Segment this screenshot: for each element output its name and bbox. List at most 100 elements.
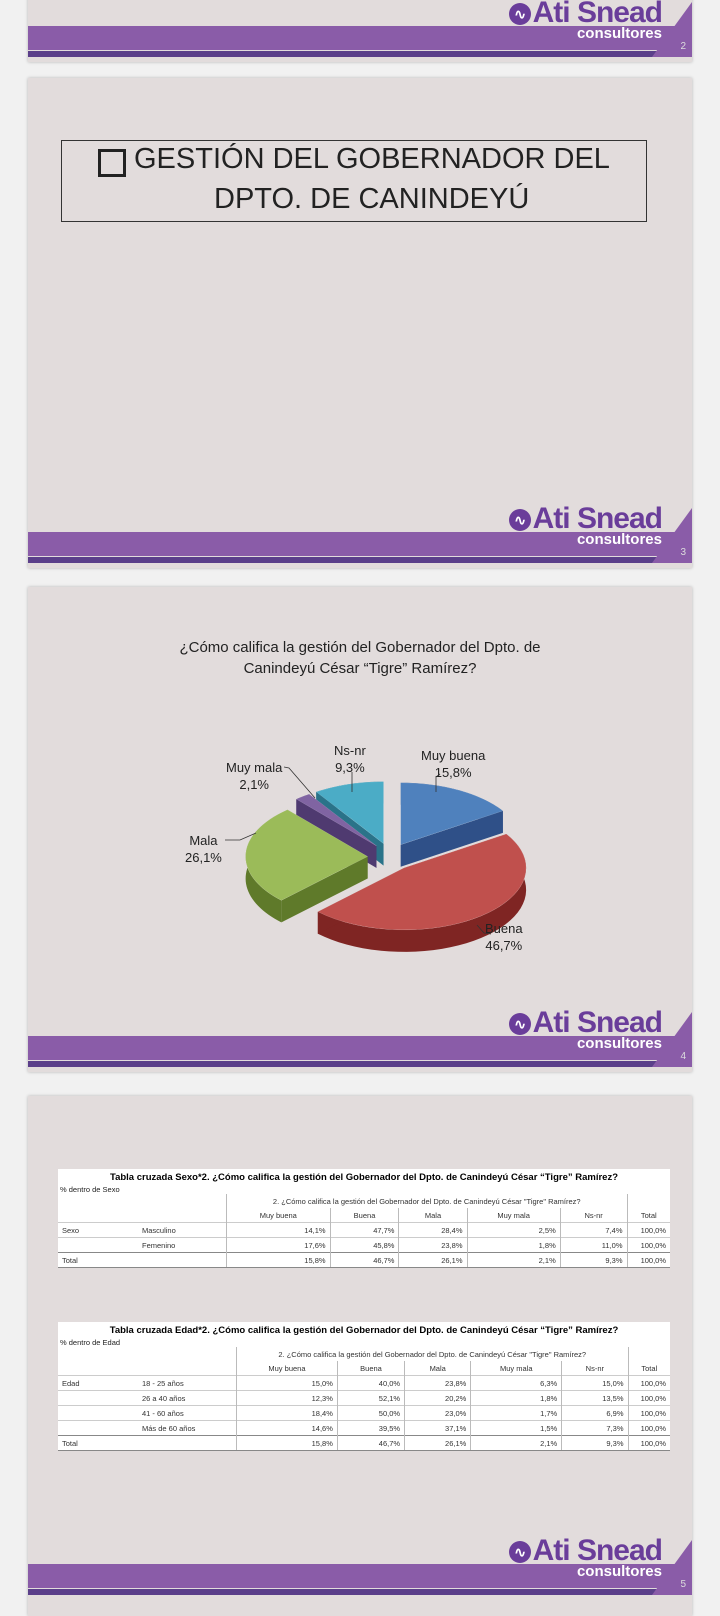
cell: 100,0%: [626, 1222, 670, 1238]
footer-triangle: [652, 508, 692, 563]
total-label: Total: [58, 1252, 138, 1268]
cell: 26,1%: [404, 1435, 471, 1451]
slice-muy-mala: [295, 793, 377, 847]
logo-sub: consultores: [576, 25, 662, 42]
cell: 14,6%: [236, 1420, 338, 1436]
table-row: Edad 18 - 25 años 15,0% 40,0% 23,8% 6,3%…: [58, 1375, 670, 1391]
col-header: Ns-nr: [559, 1208, 628, 1223]
cell: 12,3%: [236, 1390, 338, 1406]
question-header: 2. ¿Cómo califica la gestión del Goberna…: [236, 1347, 628, 1361]
logo-brand: Ati Snead: [532, 0, 663, 29]
logo-sub: consultores: [576, 531, 662, 548]
footer-triangle: [652, 1012, 692, 1067]
slice-edge-mala-0: [281, 856, 368, 923]
cell: 52,1%: [336, 1390, 405, 1406]
col-header: Muy buena: [236, 1361, 338, 1376]
logo-mark-icon: ∿: [508, 3, 531, 25]
logo-mark-icon: ∿: [508, 1013, 531, 1035]
cell: 15,0%: [561, 1375, 628, 1391]
logo-mark-icon: ∿: [508, 1541, 531, 1563]
row-label: Femenino: [138, 1237, 227, 1253]
slide-page-5: Tabla cruzada Sexo*2. ¿Cómo califica la …: [28, 1096, 692, 1616]
atisnead-logo: ∿ Ati Snead consultores: [508, 1006, 663, 1052]
total-label: Total: [58, 1435, 138, 1451]
cell: 100,0%: [627, 1420, 670, 1436]
row-label: Más de 60 años: [138, 1420, 237, 1436]
slide-page-3: GESTIÓN DEL GOBERNADOR DEL DPTO. DE CANI…: [28, 78, 692, 568]
crosstab-sexo: Tabla cruzada Sexo*2. ¿Cómo califica la …: [58, 1169, 670, 1268]
cell: 13,5%: [561, 1390, 628, 1406]
col-header: Muy mala: [466, 1208, 561, 1223]
slide-footer: ∿ Ati Snead consultores 3: [28, 498, 692, 568]
cell: 2,5%: [466, 1222, 561, 1238]
cell: 100,0%: [627, 1405, 670, 1421]
cell: 1,5%: [470, 1420, 562, 1436]
cell: 9,3%: [559, 1252, 628, 1268]
atisnead-logo: ∿ Ati Snead consultores: [508, 502, 663, 548]
table-row: Más de 60 años 14,6% 39,5% 37,1% 1,5% 7,…: [58, 1420, 670, 1436]
cell: 18,4%: [236, 1405, 338, 1421]
logo-brand: Ati Snead: [532, 1006, 663, 1039]
crosstab-edad-subtitle: % dentro de Edad: [60, 1338, 121, 1347]
crosstab-sexo-caption: Tabla cruzada Sexo*2. ¿Cómo califica la …: [109, 1172, 619, 1183]
cell: 17,6%: [226, 1237, 331, 1253]
cell: 2,1%: [470, 1435, 562, 1451]
leader-mala: [225, 832, 257, 841]
leader-buena: [476, 924, 492, 935]
cell: 100,0%: [627, 1375, 670, 1391]
col-header: Buena: [336, 1361, 405, 1376]
logo-brand: Ati Snead: [532, 502, 663, 535]
slide-footer: ∿ Ati Snead consultores 2: [28, 0, 692, 62]
cell: 1,8%: [466, 1237, 561, 1253]
cell: 45,8%: [329, 1237, 399, 1253]
section-title-line1: GESTIÓN DEL GOBERNADOR DEL: [134, 143, 610, 175]
leader-muy-mala: [283, 766, 316, 799]
cell: 1,7%: [470, 1405, 562, 1421]
footer-triangle: [652, 2, 692, 57]
row-label: 41 - 60 años: [138, 1405, 237, 1421]
table-row: Sexo Masculino 14,1% 47,7% 28,4% 2,5% 7,…: [58, 1222, 670, 1238]
row-label: 26 a 40 años: [138, 1390, 237, 1406]
footer-band-dark: [28, 1589, 678, 1595]
cell: 100,0%: [627, 1435, 670, 1451]
slide-page-4: ¿Cómo califica la gestión del Gobernador…: [28, 587, 692, 1072]
cell: 11,0%: [559, 1237, 628, 1253]
cell: 46,7%: [336, 1435, 405, 1451]
chart-title-line2: Canindeyú César “Tigre” Ramírez?: [243, 660, 477, 677]
cell: 7,4%: [559, 1222, 628, 1238]
col-header: Buena: [329, 1208, 399, 1223]
crosstab-edad-caption: Tabla cruzada Edad*2. ¿Cómo califica la …: [109, 1325, 619, 1336]
col-header: Total: [626, 1208, 670, 1223]
row-label: Masculino: [138, 1222, 227, 1238]
slide-page-2: ∿ Ati Snead consultores 2: [28, 0, 692, 62]
table-row: Femenino 17,6% 45,8% 23,8% 1,8% 11,0% 10…: [58, 1237, 670, 1253]
group-label: Sexo: [58, 1222, 138, 1238]
slice-label-ns-nr: Ns-nr 9,3%: [334, 743, 366, 775]
cell: 23,8%: [398, 1237, 467, 1253]
slice-edge-muy-buena-1: [400, 810, 503, 867]
cell: 20,2%: [404, 1390, 471, 1406]
cell: 40,0%: [336, 1375, 405, 1391]
col-header: Ns-nr: [561, 1361, 628, 1376]
page-number: 3: [680, 547, 686, 558]
cell: 23,8%: [404, 1375, 471, 1391]
question-header: 2. ¿Cómo califica la gestión del Goberna…: [226, 1194, 628, 1208]
cell: 100,0%: [626, 1237, 670, 1253]
crosstab-sexo-table: 2. ¿Cómo califica la gestión del Goberna…: [58, 1194, 670, 1268]
slide-footer: ∿ Ati Snead consultores 4: [28, 1002, 692, 1072]
checkbox-icon: [98, 149, 126, 177]
cell: 100,0%: [627, 1390, 670, 1406]
slide-footer: ∿ Ati Snead consultores 5: [28, 1530, 692, 1600]
section-title-line2: DPTO. DE CANINDEYÚ: [214, 183, 530, 215]
cell: 15,8%: [236, 1435, 338, 1451]
slice-label-mala: Mala 26,1%: [185, 833, 222, 865]
cell: 7,3%: [561, 1420, 628, 1436]
cell: 100,0%: [626, 1252, 670, 1268]
footer-band: [28, 1036, 678, 1060]
cell: 50,0%: [336, 1405, 405, 1421]
cell: 37,1%: [404, 1420, 471, 1436]
cell: 46,7%: [329, 1252, 399, 1268]
group-label: Edad: [58, 1375, 138, 1391]
footer-band-dark: [28, 557, 678, 563]
slice-label-buena: Buena 46,7%: [485, 921, 523, 953]
